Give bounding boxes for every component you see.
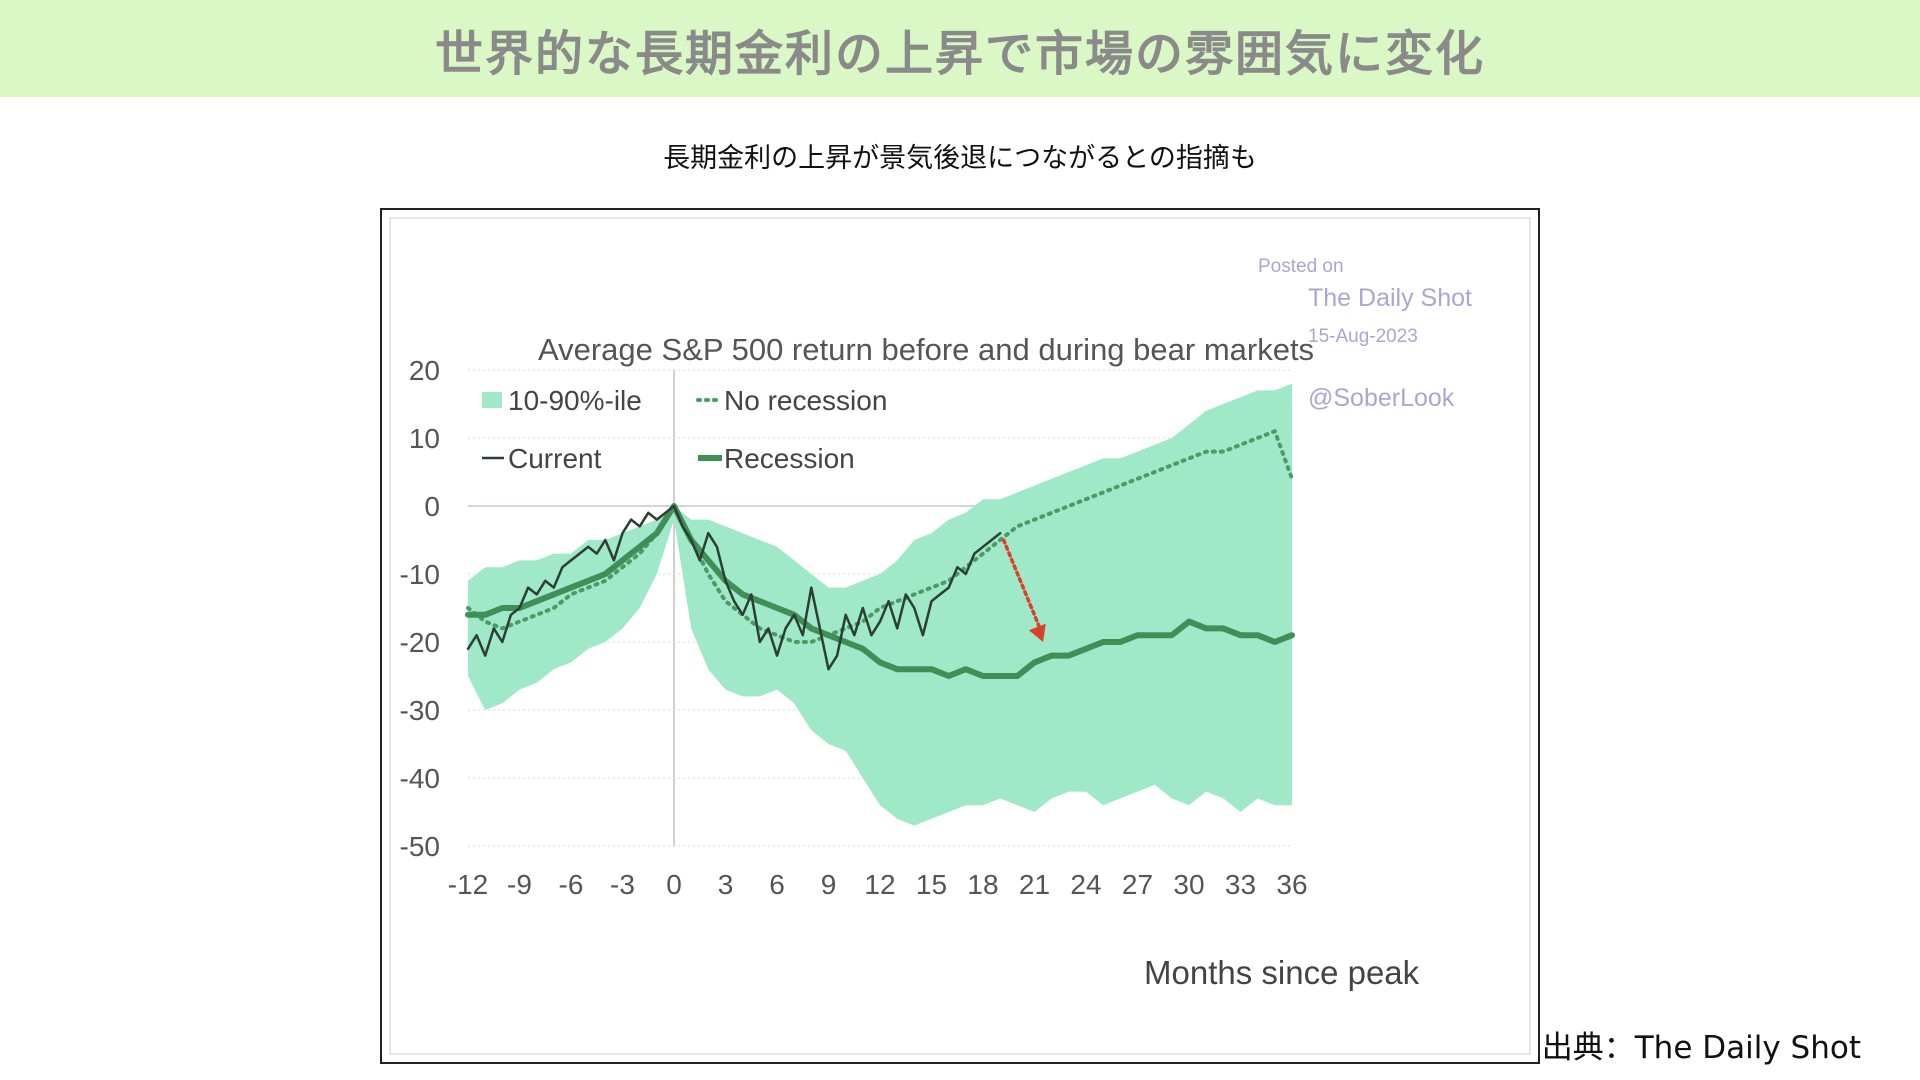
header-banner: 世界的な長期金利の上昇で市場の雰囲気に変化: [0, 0, 1920, 97]
series-line-no-recession: [466, 429, 1294, 644]
y-tick-label: -40: [400, 763, 440, 794]
annotation-arrow-line: [1001, 538, 1045, 638]
watermark-line3: 15-Aug-2023: [1308, 326, 1418, 347]
legend-label: 10-90%-ile: [508, 385, 642, 416]
x-tick-label: -3: [610, 869, 635, 900]
x-tick-label: -12: [448, 869, 488, 900]
band-10-90-area: [468, 383, 1292, 826]
chart-frame: 20 10 0 -10 -20 -30 -40 -50 -12 -9 -6 -3 0 3 6 9 12 15 18 2…: [380, 208, 1540, 1064]
x-axis-label: Months since peak: [1144, 954, 1420, 991]
y-tick-label: -50: [400, 831, 440, 862]
page-title: 世界的な長期金利の上昇で市場の雰囲気に変化: [434, 25, 1485, 82]
series-line-current: [466, 504, 1002, 671]
x-tick-label: 0: [666, 869, 682, 900]
page-subtitle: 長期金利の上昇が景気後退につながるとの指摘も: [663, 143, 1257, 174]
x-tick-label: 30: [1173, 869, 1204, 900]
x-tick-label: 18: [967, 869, 998, 900]
annotation-arrow-head: [1028, 623, 1046, 642]
y-tick-label: -20: [400, 627, 440, 658]
y-tick-label: -10: [400, 559, 440, 590]
x-tick-label: 3: [718, 869, 734, 900]
x-tick-label: 27: [1122, 869, 1153, 900]
chart-inner-border: [389, 217, 1531, 1055]
x-tick-label: -9: [507, 869, 532, 900]
legend-label: Recession: [724, 443, 855, 474]
legend-label: Current: [508, 443, 602, 474]
y-tick-label: 20: [409, 355, 440, 386]
x-tick-label: 21: [1019, 869, 1050, 900]
x-tick-label: 12: [864, 869, 895, 900]
y-tick-label: 10: [409, 423, 440, 454]
chart-title: Average S&P 500 return before and during…: [538, 332, 1314, 367]
source-credit: 出典：The Daily Shot: [1541, 1030, 1861, 1066]
watermark-line1: Posted on: [1258, 256, 1344, 277]
y-tick-label: 0: [424, 491, 440, 522]
x-tick-label: 15: [916, 869, 947, 900]
legend-swatch-band: [482, 392, 502, 408]
x-tick-label: -6: [559, 869, 584, 900]
x-tick-label: 33: [1225, 869, 1256, 900]
x-tick-label: 6: [769, 869, 785, 900]
y-tick-label: -30: [400, 695, 440, 726]
x-tick-label: 24: [1070, 869, 1101, 900]
series-line-recession: [465, 503, 1295, 679]
watermark-line4: @SoberLook: [1308, 384, 1455, 412]
x-tick-label: 36: [1276, 869, 1307, 900]
legend-label: No recession: [724, 385, 887, 416]
x-tick-label: 9: [821, 869, 837, 900]
watermark-line2: The Daily Shot: [1308, 284, 1472, 312]
